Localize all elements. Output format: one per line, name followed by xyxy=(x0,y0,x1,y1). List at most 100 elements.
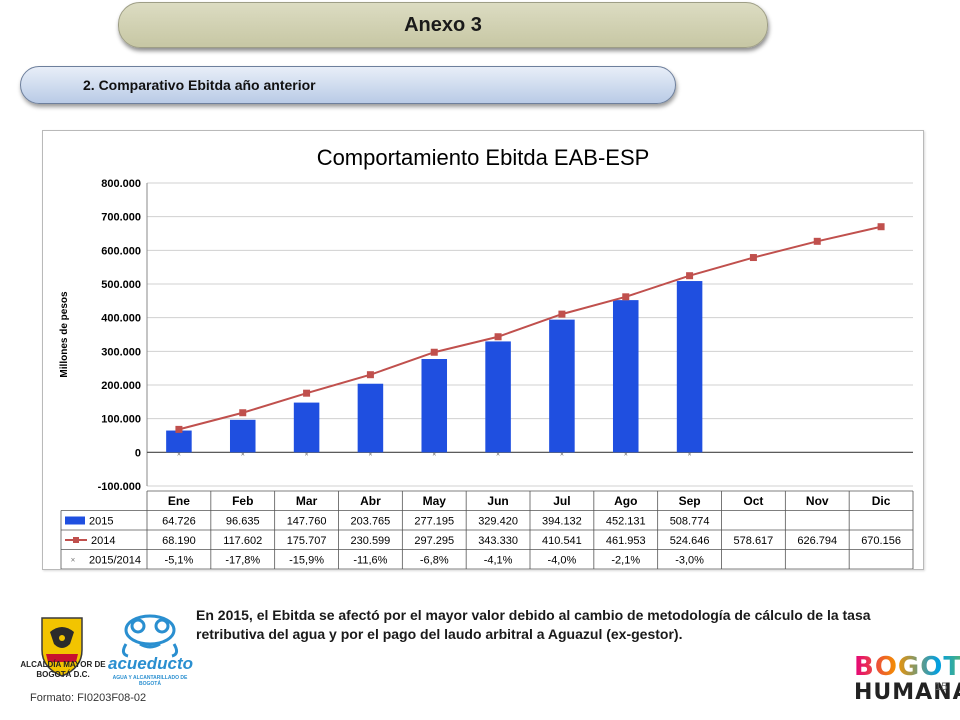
bar-2015 xyxy=(166,430,192,453)
table-cell-value: -11,6% xyxy=(353,555,387,567)
ratio-marker: × xyxy=(432,451,436,458)
table-cell-value: 452.131 xyxy=(606,516,646,528)
table-cell-value: 203.765 xyxy=(351,516,391,528)
acueducto-logo-text: acueducto xyxy=(108,654,194,673)
table-cell-value: -6,8% xyxy=(420,555,449,567)
category-label: Sep xyxy=(679,494,701,508)
legend-label-ratio: 2015/2014 xyxy=(89,555,141,567)
category-label: Mar xyxy=(296,494,318,508)
category-label: Ago xyxy=(614,494,637,508)
annex-title: Anexo 3 xyxy=(404,13,482,36)
table-cell-value: 670.156 xyxy=(861,535,901,547)
y-tick-label: -100.000 xyxy=(98,481,141,493)
y-tick-label: 400.000 xyxy=(101,313,141,325)
section-banner: 2. Comparativo Ebitda año anterior xyxy=(20,66,676,104)
point-2014 xyxy=(430,348,438,356)
legend-label-2014: 2014 xyxy=(91,535,115,547)
legend-key-ratio: × xyxy=(71,556,76,565)
humana-logo-text: HUMANA xyxy=(854,680,960,705)
y-tick-label: 700.000 xyxy=(101,212,141,224)
table-cell-value: 394.132 xyxy=(542,516,582,528)
table-cell-value: -3,0% xyxy=(675,555,704,567)
table-cell-value: 147.760 xyxy=(287,516,327,528)
ratio-marker: × xyxy=(177,451,181,458)
bar-2015 xyxy=(229,419,256,453)
point-2014 xyxy=(686,272,694,280)
bar-2015 xyxy=(293,402,320,453)
table-cell-value: 230.599 xyxy=(351,535,391,547)
y-tick-label: 600.000 xyxy=(101,245,141,257)
section-title: 2. Comparativo Ebitda año anterior xyxy=(83,77,316,93)
category-label: Ene xyxy=(168,494,190,508)
legend-label-2015: 2015 xyxy=(89,516,113,528)
format-code: Formato: FI0203F08-02 xyxy=(30,692,147,704)
point-2014 xyxy=(303,389,311,397)
y-tick-label: 300.000 xyxy=(101,346,141,358)
annex-title-banner: Anexo 3 xyxy=(118,2,768,48)
table-cell-value: 461.953 xyxy=(606,535,646,547)
point-2014 xyxy=(813,237,821,245)
bar-2015 xyxy=(676,281,703,453)
chart-title: Comportamiento Ebitda EAB-ESP xyxy=(317,145,650,170)
table-cell-value: 343.330 xyxy=(478,535,518,547)
ratio-marker: × xyxy=(560,451,564,458)
table-cell-value: 626.794 xyxy=(797,535,837,547)
line-2014 xyxy=(178,225,882,431)
y-axis-label: Millones de pesos xyxy=(59,291,70,378)
point-2014 xyxy=(558,310,566,318)
category-label: Abr xyxy=(360,494,381,508)
table-cell-value: -4,1% xyxy=(484,555,513,567)
table-cell-value: -4,0% xyxy=(548,555,577,567)
category-label: Oct xyxy=(743,494,763,508)
legend-key-2015 xyxy=(65,516,85,525)
table-cell-value: -2,1% xyxy=(611,555,640,567)
table-cell-value: 297.295 xyxy=(414,535,454,547)
ratio-marker: × xyxy=(368,451,372,458)
acueducto-frog-logo xyxy=(121,614,179,658)
bar-2015 xyxy=(612,300,639,453)
bogota-logo-text: BOGOTÁ xyxy=(854,652,960,682)
point-2014 xyxy=(494,333,502,341)
footnote-text: En 2015, el Ebitda se afectó por el mayo… xyxy=(196,607,871,642)
ratio-marker: × xyxy=(624,451,628,458)
ratio-marker: × xyxy=(496,451,500,458)
bar-2015 xyxy=(421,359,448,453)
ratio-marker: × xyxy=(688,451,692,458)
point-2014 xyxy=(877,223,885,231)
table-cell-value: -15,9% xyxy=(289,555,324,567)
alcaldia-logo-text: ALCALDÍA MAYOR DE BOGOTÁ D.C. xyxy=(20,660,106,679)
y-tick-label: 100.000 xyxy=(101,414,141,426)
ratio-marker: × xyxy=(241,451,245,458)
category-label: Jun xyxy=(487,494,508,508)
category-label: Dic xyxy=(872,494,891,508)
humana-logo-line2: HUMANA xyxy=(854,680,960,705)
bar-2015 xyxy=(549,319,575,453)
table-cell-value: -5,1% xyxy=(165,555,194,567)
bar-2015 xyxy=(485,341,511,453)
table-cell-value: 578.617 xyxy=(734,535,774,547)
ratio-marker: × xyxy=(305,451,309,458)
category-label: Feb xyxy=(232,494,253,508)
table-cell-value: 410.541 xyxy=(542,535,582,547)
table-cell-value: 175.707 xyxy=(287,535,327,547)
category-label: May xyxy=(423,494,447,508)
table-cell-value: 117.602 xyxy=(223,535,262,547)
table-cell-value: 64.726 xyxy=(162,516,196,528)
table-cell-value: -17,8% xyxy=(225,555,260,567)
table-cell-value: 508.774 xyxy=(670,516,710,528)
point-2014 xyxy=(239,409,247,417)
point-2014 xyxy=(749,254,757,262)
bogota-logo-line1: BOGOTÁ xyxy=(854,652,960,682)
point-2014 xyxy=(622,293,630,301)
ebitda-chart: Comportamiento Ebitda EAB-ESP Millones de… xyxy=(59,145,914,569)
bar-2015 xyxy=(357,383,384,453)
y-tick-label: 800.000 xyxy=(101,178,141,190)
y-tick-label: 0 xyxy=(135,447,141,459)
y-tick-label: 500.000 xyxy=(101,279,141,291)
legend-key-2014-marker xyxy=(73,537,79,543)
y-tick-label: 200.000 xyxy=(101,380,141,392)
point-2014 xyxy=(175,425,183,433)
chart-container: Comportamiento Ebitda EAB-ESP Millones de… xyxy=(42,130,924,570)
category-label: Nov xyxy=(806,494,829,508)
table-cell-value: 329.420 xyxy=(478,516,518,528)
